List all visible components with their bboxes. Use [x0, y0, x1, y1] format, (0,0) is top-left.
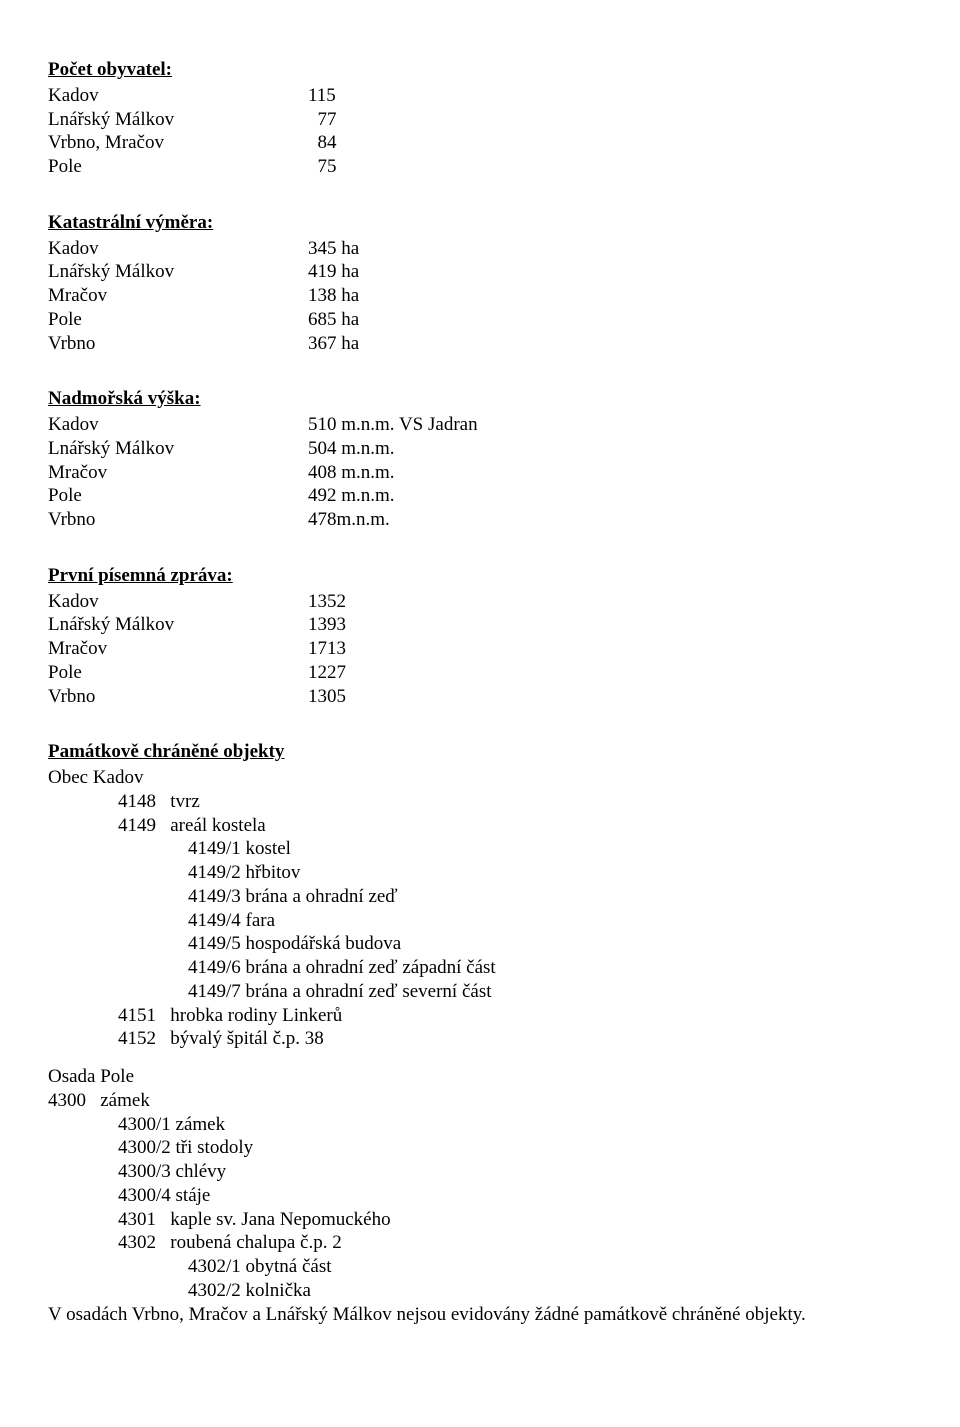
altitude-row: Vrbno478m.n.m.: [48, 508, 912, 532]
first-record-header: První písemná zpráva:: [48, 564, 912, 588]
altitude-row: Kadov510 m.n.m. VS Jadran: [48, 413, 912, 437]
area-row: Lnářský Málkov419 ha: [48, 260, 912, 284]
area-row: Mračov138 ha: [48, 284, 912, 308]
row-label: Kadov: [48, 590, 308, 614]
row-label: Mračov: [48, 461, 308, 485]
altitude-header: Nadmořská výška:: [48, 387, 912, 411]
row-label: Pole: [48, 484, 308, 508]
row-value: 345 ha: [308, 237, 359, 261]
row-value: 492 m.n.m.: [308, 484, 395, 508]
protected-subitem: 4149/4 fara: [48, 909, 912, 933]
row-label: Vrbno: [48, 685, 308, 709]
protected-subitem: 4300/1 zámek: [48, 1113, 912, 1137]
protected-item: 4148 tvrz: [48, 790, 912, 814]
protected-subitem: 4300/2 tři stodoly: [48, 1136, 912, 1160]
row-label: Kadov: [48, 84, 308, 108]
protected-subitem: 4302/1 obytná část: [48, 1255, 912, 1279]
row-value: 115: [308, 84, 336, 108]
row-label: Kadov: [48, 237, 308, 261]
row-value: 419 ha: [308, 260, 359, 284]
area-row: Pole685 ha: [48, 308, 912, 332]
population-row: Lnářský Málkov 77: [48, 108, 912, 132]
row-label: Lnářský Málkov: [48, 613, 308, 637]
population-row: Vrbno, Mračov 84: [48, 131, 912, 155]
row-value: 408 m.n.m.: [308, 461, 395, 485]
row-value: 367 ha: [308, 332, 359, 356]
row-label: Lnářský Málkov: [48, 260, 308, 284]
protected-subitem: 4149/2 hřbitov: [48, 861, 912, 885]
row-value: 1713: [308, 637, 346, 661]
row-label: Lnářský Málkov: [48, 108, 308, 132]
altitude-row: Mračov408 m.n.m.: [48, 461, 912, 485]
row-label: Vrbno: [48, 332, 308, 356]
first-record-row: Pole1227: [48, 661, 912, 685]
protected-subitem: 4149/5 hospodářská budova: [48, 932, 912, 956]
protected-item: 4151 hrobka rodiny Linkerů: [48, 1004, 912, 1028]
protected-subitem: 4149/3 brána a ohradní zeď: [48, 885, 912, 909]
protected-header: Památkově chráněné objekty: [48, 740, 912, 764]
row-value: 1393: [308, 613, 346, 637]
row-value: 138 ha: [308, 284, 359, 308]
row-label: Kadov: [48, 413, 308, 437]
row-label: Lnářský Málkov: [48, 437, 308, 461]
row-value: 1227: [308, 661, 346, 685]
obec-kadov-label: Obec Kadov: [48, 766, 912, 790]
protected-subitem: 4300/3 chlévy: [48, 1160, 912, 1184]
row-label: Mračov: [48, 284, 308, 308]
protected-subitem: 4149/6 brána a ohradní zeď západní část: [48, 956, 912, 980]
population-row: Pole 75: [48, 155, 912, 179]
row-label: Mračov: [48, 637, 308, 661]
osada-pole-label: Osada Pole: [48, 1065, 912, 1089]
first-record-row: Vrbno1305: [48, 685, 912, 709]
row-value: 77: [308, 108, 337, 132]
first-record-row: Lnářský Málkov1393: [48, 613, 912, 637]
altitude-row: Pole492 m.n.m.: [48, 484, 912, 508]
protected-item: 4302 roubená chalupa č.p. 2: [48, 1231, 912, 1255]
row-value: 504 m.n.m.: [308, 437, 395, 461]
protected-item: 4149 areál kostela: [48, 814, 912, 838]
altitude-row: Lnářský Málkov504 m.n.m.: [48, 437, 912, 461]
row-value: 685 ha: [308, 308, 359, 332]
protected-subitem: 4149/7 brána a ohradní zeď severní část: [48, 980, 912, 1004]
area-row: Kadov345 ha: [48, 237, 912, 261]
area-row: Vrbno367 ha: [48, 332, 912, 356]
row-value: 510 m.n.m. VS Jadran: [308, 413, 478, 437]
row-label: Vrbno, Mračov: [48, 131, 308, 155]
protected-footer: V osadách Vrbno, Mračov a Lnářský Málkov…: [48, 1303, 912, 1327]
row-label: Pole: [48, 155, 308, 179]
row-value: 478m.n.m.: [308, 508, 390, 532]
row-value: 1352: [308, 590, 346, 614]
row-value: 75: [308, 155, 337, 179]
protected-subitem: 4149/1 kostel: [48, 837, 912, 861]
row-value: 84: [308, 131, 337, 155]
area-header: Katastrální výměra:: [48, 211, 912, 235]
row-label: Pole: [48, 308, 308, 332]
protected-subitem: 4300/4 stáje: [48, 1184, 912, 1208]
first-record-row: Kadov1352: [48, 590, 912, 614]
population-row: Kadov115: [48, 84, 912, 108]
first-record-row: Mračov1713: [48, 637, 912, 661]
protected-subitem: 4302/2 kolnička: [48, 1279, 912, 1303]
protected-item: 4152 bývalý špitál č.p. 38: [48, 1027, 912, 1051]
row-value: 1305: [308, 685, 346, 709]
row-label: Vrbno: [48, 508, 308, 532]
protected-item: 4300 zámek: [48, 1089, 912, 1113]
row-label: Pole: [48, 661, 308, 685]
population-header: Počet obyvatel:: [48, 58, 912, 82]
protected-item: 4301 kaple sv. Jana Nepomuckého: [48, 1208, 912, 1232]
